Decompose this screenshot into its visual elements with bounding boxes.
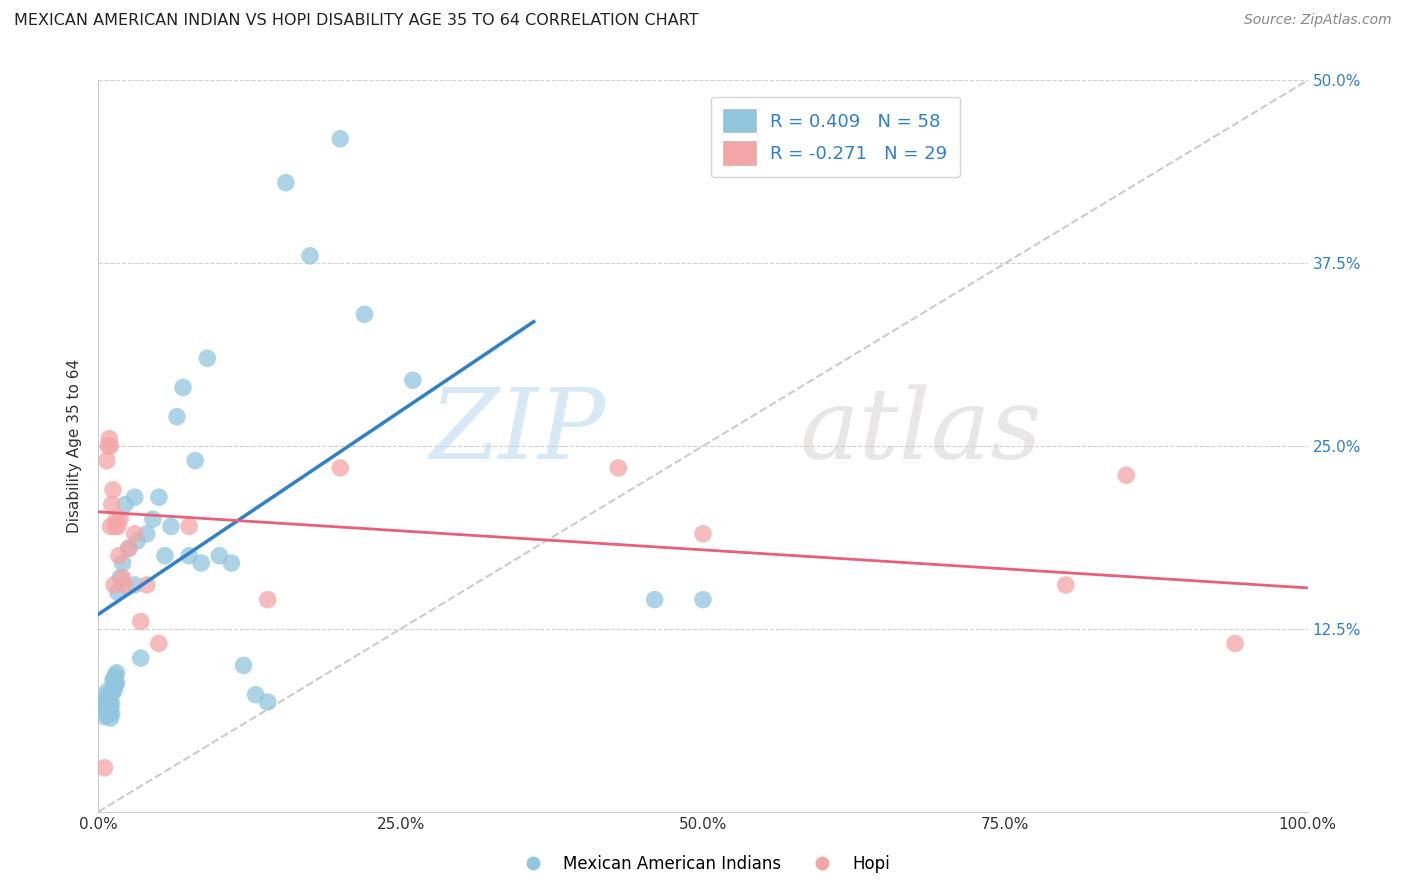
Point: [96, 690, 118, 705]
Point: [135, 526, 157, 541]
Point: [129, 651, 152, 665]
Point: [124, 526, 146, 541]
Point: [100, 519, 122, 533]
Point: [93, 699, 115, 714]
Point: [98, 704, 121, 718]
Point: [402, 373, 425, 387]
Point: [103, 578, 125, 592]
Point: [96, 453, 118, 467]
Point: [329, 461, 352, 475]
Point: [104, 668, 127, 682]
Text: atlas: atlas: [800, 384, 1042, 479]
Point: [101, 681, 124, 695]
Point: [103, 683, 125, 698]
Point: [114, 498, 136, 512]
Point: [179, 549, 201, 563]
Point: [184, 453, 207, 467]
Point: [190, 556, 212, 570]
Point: [100, 498, 122, 512]
Legend: R = 0.409   N = 58, R = -0.271   N = 29: R = 0.409 N = 58, R = -0.271 N = 29: [710, 96, 960, 178]
Point: [208, 549, 231, 563]
Point: [101, 483, 124, 497]
Point: [97, 708, 120, 723]
Point: [692, 592, 714, 607]
Point: [100, 706, 122, 721]
Point: [93, 761, 115, 775]
Point: [107, 519, 129, 533]
Point: [98, 432, 121, 446]
Text: ZIP: ZIP: [430, 384, 606, 479]
Point: [96, 702, 118, 716]
Point: [142, 512, 165, 526]
Point: [607, 461, 630, 475]
Point: [105, 676, 128, 690]
Point: [96, 685, 118, 699]
Text: MEXICAN AMERICAN INDIAN VS HOPI DISABILITY AGE 35 TO 64 CORRELATION CHART: MEXICAN AMERICAN INDIAN VS HOPI DISABILI…: [14, 13, 699, 29]
Point: [172, 380, 194, 394]
Point: [299, 249, 322, 263]
Point: [232, 658, 254, 673]
Point: [93, 709, 115, 723]
Point: [100, 711, 122, 725]
Point: [94, 705, 117, 719]
Point: [274, 176, 297, 190]
Point: [111, 556, 134, 570]
Point: [105, 512, 128, 526]
Point: [114, 578, 136, 592]
Point: [1054, 578, 1077, 592]
Point: [111, 571, 134, 585]
Point: [1223, 636, 1246, 650]
Point: [124, 490, 146, 504]
Legend: Mexican American Indians, Hopi: Mexican American Indians, Hopi: [509, 848, 897, 880]
Point: [97, 439, 120, 453]
Point: [118, 541, 141, 556]
Point: [97, 698, 120, 712]
Point: [256, 592, 278, 607]
Point: [221, 556, 243, 570]
Point: [166, 409, 188, 424]
Point: [104, 519, 127, 533]
Text: Source: ZipAtlas.com: Source: ZipAtlas.com: [1244, 13, 1392, 28]
Point: [329, 132, 352, 146]
Point: [1115, 468, 1137, 483]
Point: [103, 672, 125, 686]
Point: [108, 512, 131, 526]
Point: [160, 519, 183, 533]
Point: [118, 541, 141, 556]
Point: [179, 519, 201, 533]
Point: [98, 692, 121, 706]
Point: [148, 636, 170, 650]
Point: [101, 673, 124, 687]
Point: [104, 677, 127, 691]
Point: [105, 665, 128, 680]
Point: [97, 688, 120, 702]
Point: [153, 549, 176, 563]
Point: [129, 615, 152, 629]
Point: [256, 695, 278, 709]
Point: [107, 585, 129, 599]
Point: [124, 578, 146, 592]
Point: [148, 490, 170, 504]
Point: [135, 578, 157, 592]
Point: [692, 526, 714, 541]
Point: [245, 688, 267, 702]
Point: [100, 697, 122, 711]
Point: [100, 686, 122, 700]
Point: [100, 689, 122, 703]
Y-axis label: Disability Age 35 to 64: Disability Age 35 to 64: [67, 359, 83, 533]
Point: [108, 549, 131, 563]
Point: [644, 592, 666, 607]
Point: [94, 695, 117, 709]
Point: [195, 351, 218, 366]
Point: [108, 571, 131, 585]
Point: [127, 534, 149, 549]
Point: [353, 307, 375, 321]
Point: [100, 701, 122, 715]
Point: [100, 439, 122, 453]
